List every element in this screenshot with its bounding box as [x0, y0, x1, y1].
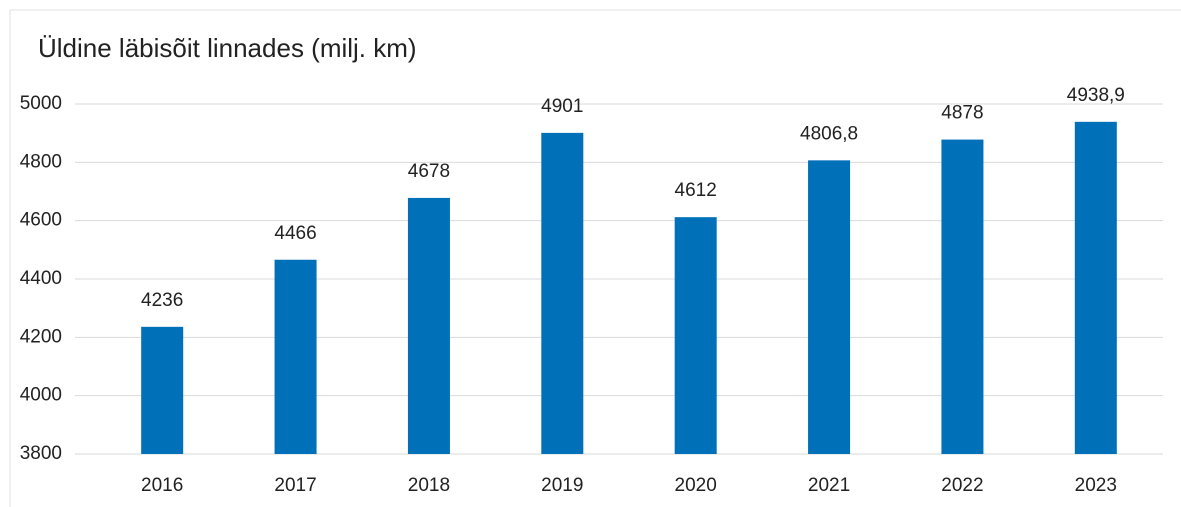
bar	[808, 160, 851, 454]
x-tick-label: 2020	[675, 475, 717, 496]
x-tick-label: 2021	[808, 475, 850, 496]
bar	[407, 197, 450, 454]
bar	[1074, 121, 1117, 454]
y-tick-label: 4600	[20, 210, 62, 231]
bar	[141, 326, 184, 454]
x-tick-label: 2017	[274, 475, 316, 496]
data-label: 4901	[541, 96, 583, 117]
y-tick-label: 4800	[20, 151, 62, 172]
y-tick-label: 4400	[20, 268, 62, 289]
x-tick-label: 2016	[141, 475, 183, 496]
x-tick-label: 2022	[941, 475, 983, 496]
chart-title: Üldine läbisõit linnades (milj. km)	[38, 33, 417, 63]
y-tick-label: 4200	[20, 326, 62, 347]
x-tick-label: 2019	[541, 475, 583, 496]
data-label: 4678	[408, 161, 450, 182]
bar	[541, 132, 584, 454]
y-tick-label: 3800	[20, 443, 62, 464]
bar	[274, 259, 317, 454]
bar	[941, 139, 984, 455]
y-tick-label: 5000	[20, 93, 62, 114]
data-label: 4466	[274, 223, 316, 244]
data-label: 4806,8	[800, 123, 858, 144]
data-label: 4612	[675, 180, 717, 201]
data-label: 4236	[141, 290, 183, 311]
x-tick-label: 2023	[1075, 475, 1117, 496]
x-tick-label: 2018	[408, 475, 450, 496]
bar	[674, 217, 717, 454]
data-label: 4938,9	[1067, 85, 1125, 106]
y-tick-label: 4000	[20, 385, 62, 406]
data-label: 4878	[941, 103, 983, 124]
